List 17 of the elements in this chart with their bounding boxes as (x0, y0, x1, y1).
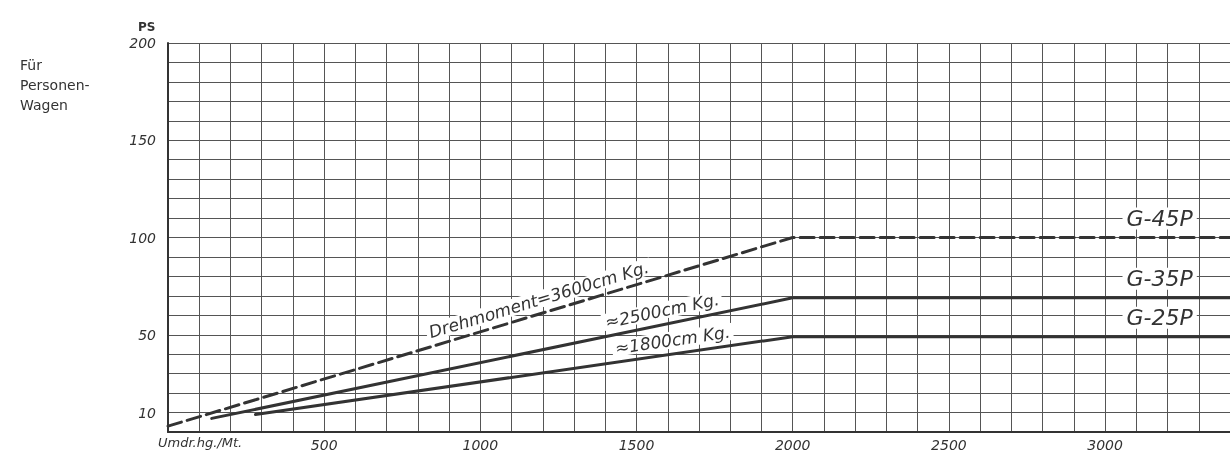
series-label: G-25P (1126, 305, 1194, 331)
x-tick-label: 2000 (774, 437, 811, 453)
series-label: G-35P (1126, 266, 1194, 292)
y-tick-label: 150 (129, 132, 157, 149)
series-label: G-45P (1126, 206, 1194, 231)
y-tick-label: 10 (138, 404, 157, 421)
x-tick-label: 1000 (462, 437, 499, 453)
x-tick-label: 1500 (618, 437, 655, 453)
x-tick-label: 3000 (1087, 437, 1123, 453)
y-tick-label: 200 (129, 35, 157, 51)
x-axis-title: Umdr.hg./Mt. (158, 435, 243, 450)
x-tick-label: 2500 (931, 437, 967, 453)
y-axis-title: PS (138, 20, 156, 34)
text: Für Personen-Wagen (20, 57, 90, 113)
y-tick-label: 50 (138, 326, 157, 343)
y-tick-label: 100 (129, 229, 157, 246)
x-tick-label: 500 (310, 437, 338, 453)
